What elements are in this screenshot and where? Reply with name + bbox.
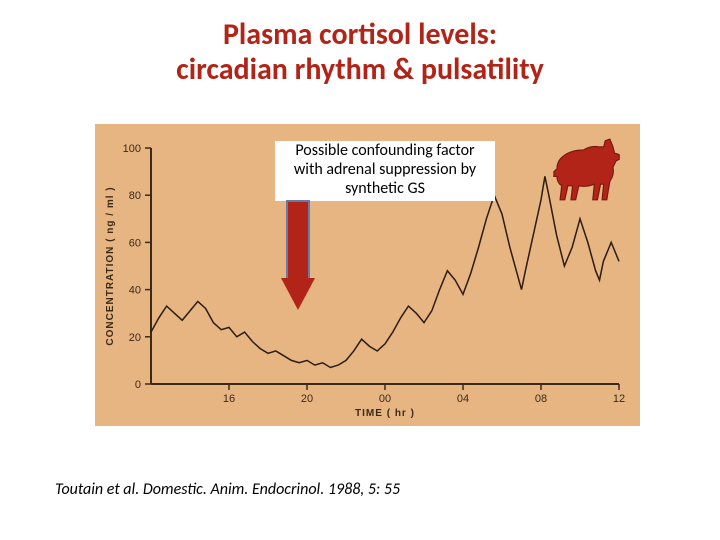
svg-text:60: 60 xyxy=(129,237,141,249)
svg-text:00: 00 xyxy=(379,393,391,405)
note-line1: Possible confounding factor xyxy=(275,141,495,160)
note-line2: with adrenal suppression by xyxy=(275,160,495,179)
svg-text:100: 100 xyxy=(123,143,141,155)
svg-text:0: 0 xyxy=(135,379,141,391)
title-line1: Plasma cortisol levels: xyxy=(0,18,720,53)
svg-text:20: 20 xyxy=(129,332,141,344)
citation: Toutain et al. Domestic. Anim. Endocrino… xyxy=(55,480,400,499)
title-line2: circadian rhythm & pulsatility xyxy=(0,53,720,88)
slide: { "title": { "line1": "Plasma cortisol l… xyxy=(0,0,720,540)
note-line3: synthetic GS xyxy=(275,179,495,198)
slide-title: Plasma cortisol levels: circadian rhythm… xyxy=(0,18,720,87)
svg-text:20: 20 xyxy=(301,393,313,405)
svg-text:16: 16 xyxy=(223,393,235,405)
down-arrow-icon xyxy=(281,200,315,310)
svg-text:40: 40 xyxy=(129,285,141,297)
svg-text:80: 80 xyxy=(129,190,141,202)
svg-text:12: 12 xyxy=(613,393,625,405)
arrow-head xyxy=(281,278,315,310)
arrow-shaft xyxy=(286,200,310,280)
svg-text:TIME ( hr ): TIME ( hr ) xyxy=(355,408,415,419)
svg-text:08: 08 xyxy=(535,393,547,405)
svg-text:04: 04 xyxy=(457,393,469,405)
confounding-note: Possible confounding factor with adrenal… xyxy=(275,141,495,201)
horse-icon xyxy=(545,136,625,206)
svg-text:CONCENTRATION ( ng / ml ): CONCENTRATION ( ng / ml ) xyxy=(105,186,116,345)
